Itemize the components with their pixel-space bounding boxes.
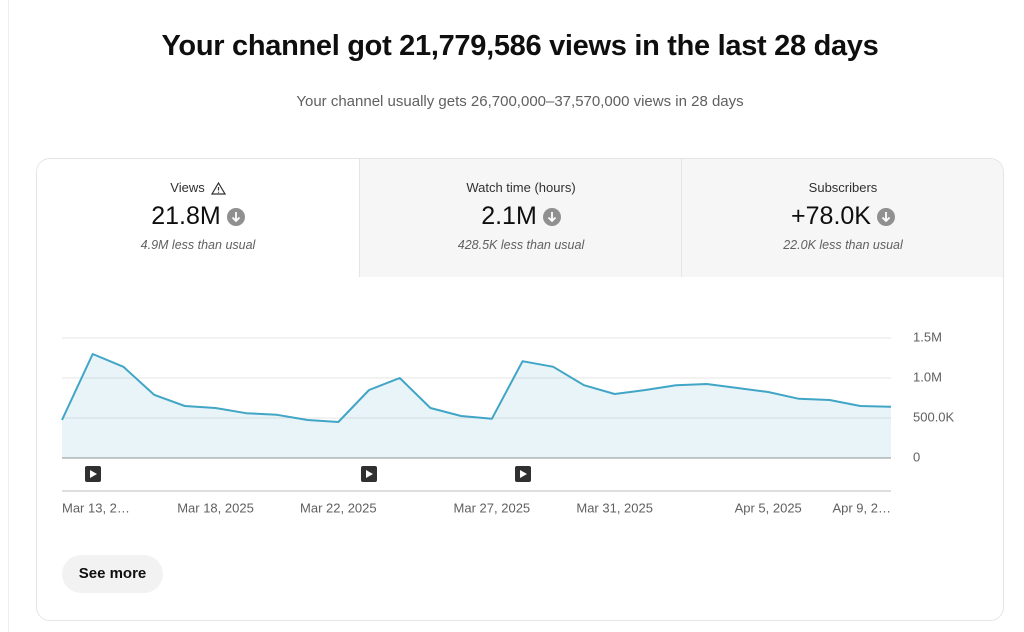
tab-label: Views bbox=[170, 180, 205, 195]
tab-note: 428.5K less than usual bbox=[457, 238, 585, 252]
x-tick-label: Mar 22, 2025 bbox=[300, 500, 377, 515]
tab[interactable]: Subscribers +78.0K 22.0K less than usual bbox=[681, 159, 1003, 277]
area bbox=[62, 354, 891, 458]
card: Views 21.8M 4.9M less than usual Watch t… bbox=[36, 158, 1004, 621]
tab-value-row: 2.1M bbox=[360, 202, 682, 231]
x-tick-label: Mar 13, 2… bbox=[62, 500, 130, 515]
tab-value: +78.0K bbox=[791, 202, 871, 230]
video-marker[interactable] bbox=[515, 466, 531, 482]
down-icon bbox=[542, 208, 561, 227]
tab-value: 21.8M bbox=[151, 202, 221, 231]
video-marker[interactable] bbox=[361, 466, 377, 482]
series bbox=[61, 353, 892, 458]
line bbox=[61, 353, 892, 423]
tab-note: 22.0K less than usual bbox=[783, 238, 903, 252]
video-marker[interactable] bbox=[85, 466, 101, 482]
y-tick-label: 0 bbox=[913, 449, 920, 464]
warning-icon bbox=[210, 182, 226, 195]
axes: 0 500.0K 1.0M 1.5M Mar 13, 2… Mar 18, 2025 Mar… bbox=[62, 329, 955, 515]
tab-value-row: +78.0K bbox=[682, 202, 1003, 231]
down-icon bbox=[226, 208, 245, 227]
x-tick-label: Apr 9, 2… bbox=[832, 500, 891, 515]
tab[interactable]: Views 21.8M 4.9M less than usual bbox=[37, 159, 359, 277]
x-tick-label: Mar 27, 2025 bbox=[454, 500, 531, 515]
tab-label: Watch time (hours) bbox=[466, 180, 576, 195]
page-title: Your channel got 21,779,586 views in the… bbox=[161, 30, 879, 62]
x-tick-label: Apr 5, 2025 bbox=[735, 500, 802, 515]
y-tick-label: 500.0K bbox=[913, 409, 955, 424]
tab[interactable]: Watch time (hours) 2.1M 428.5K less than… bbox=[359, 159, 682, 277]
down-icon bbox=[876, 208, 895, 227]
page-edge bbox=[8, 0, 9, 632]
tab-value-row: 21.8M bbox=[37, 202, 359, 231]
tab-value: 2.1M bbox=[481, 202, 537, 230]
tab-label-row: Views bbox=[37, 180, 359, 195]
tab-note: 4.9M less than usual bbox=[140, 238, 256, 253]
tab-label: Subscribers bbox=[808, 180, 878, 195]
page-subtitle: Your channel usually gets 26,700,000–37,… bbox=[296, 93, 744, 110]
see-more-button[interactable]: See more bbox=[62, 555, 163, 593]
x-tick-label: Mar 31, 2025 bbox=[576, 500, 653, 515]
y-tick-label: 1.0M bbox=[913, 369, 942, 384]
y-tick-label: 1.5M bbox=[913, 329, 942, 344]
x-tick-label: Mar 18, 2025 bbox=[177, 500, 254, 515]
